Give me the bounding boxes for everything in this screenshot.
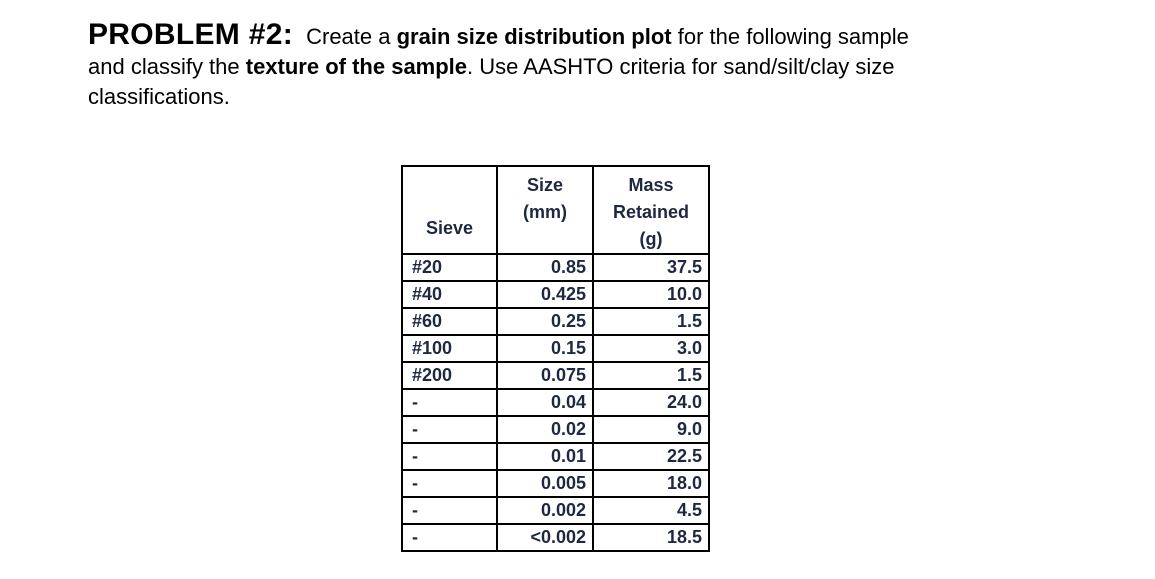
size-cell: <0.002	[496, 523, 594, 552]
mass-cell: 18.5	[592, 523, 710, 552]
mass-cell: 10.0	[592, 280, 710, 309]
table-row: #20 0.85 37.5	[401, 253, 710, 282]
problem-statement: PROBLEM #2: Create a grain size distribu…	[88, 20, 909, 112]
header-sieve-label: Sieve	[425, 218, 474, 238]
header-mass-line2: Retained	[612, 202, 690, 222]
mass-cell: 18.0	[592, 469, 710, 498]
mass-cell: 4.5	[592, 496, 710, 525]
sieve-cell: #40	[401, 280, 498, 309]
size-cell: 0.25	[496, 307, 594, 336]
sieve-cell: -	[401, 415, 498, 444]
problem-text-run: . Use AASHTO criteria for sand/silt/clay…	[467, 54, 895, 79]
header-size-line2: (mm)	[523, 202, 567, 222]
problem-line-2: and classify the texture of the sample. …	[88, 52, 909, 82]
size-cell: 0.15	[496, 334, 594, 363]
header-mass-line3: (g)	[639, 229, 663, 249]
size-cell: 0.075	[496, 361, 594, 390]
sieve-cell: -	[401, 442, 498, 471]
header-mass-line1: Mass	[628, 175, 674, 195]
table-row: - <0.002 18.5	[401, 523, 710, 552]
table-row: #100 0.15 3.0	[401, 334, 710, 363]
header-sieve: Sieve	[401, 165, 498, 255]
mass-cell: 24.0	[592, 388, 710, 417]
sieve-cell: #60	[401, 307, 498, 336]
header-mass-retained: Mass Retained (g)	[592, 165, 710, 255]
header-size: Size (mm)	[496, 165, 594, 255]
table-row: - 0.04 24.0	[401, 388, 710, 417]
problem-line-3: classifications.	[88, 84, 230, 109]
size-cell: 0.002	[496, 496, 594, 525]
sieve-cell: -	[401, 496, 498, 525]
problem-text-run: Create a	[300, 24, 397, 49]
header-size-line1: Size	[526, 175, 564, 195]
problem-heading: PROBLEM #2:	[88, 18, 293, 51]
mass-cell: 1.5	[592, 307, 710, 336]
size-cell: 0.005	[496, 469, 594, 498]
sieve-cell: -	[401, 523, 498, 552]
table-row: #60 0.25 1.5	[401, 307, 710, 336]
table-row: #200 0.075 1.5	[401, 361, 710, 390]
sieve-cell: #100	[401, 334, 498, 363]
size-cell: 0.01	[496, 442, 594, 471]
problem-text-run: and classify the	[88, 54, 246, 79]
problem-line-1: PROBLEM #2: Create a grain size distribu…	[88, 20, 909, 52]
table-row: - 0.002 4.5	[401, 496, 710, 525]
table-row: - 0.02 9.0	[401, 415, 710, 444]
table-header-row: Sieve Size (mm) Mass Retained (g)	[401, 165, 710, 255]
mass-cell: 22.5	[592, 442, 710, 471]
size-cell: 0.02	[496, 415, 594, 444]
sieve-cell: -	[401, 388, 498, 417]
problem-bold-run: grain size distribution plot	[396, 24, 672, 49]
sieve-cell: #20	[401, 253, 498, 282]
mass-cell: 9.0	[592, 415, 710, 444]
mass-cell: 37.5	[592, 253, 710, 282]
mass-cell: 3.0	[592, 334, 710, 363]
table-row: #40 0.425 10.0	[401, 280, 710, 309]
sieve-data-table: Sieve Size (mm) Mass Retained (g) #20 0.…	[401, 165, 710, 552]
table-row: - 0.01 22.5	[401, 442, 710, 471]
size-cell: 0.425	[496, 280, 594, 309]
sieve-cell: -	[401, 469, 498, 498]
size-cell: 0.04	[496, 388, 594, 417]
problem-text-run: for the following sample	[671, 24, 909, 49]
size-cell: 0.85	[496, 253, 594, 282]
table-row: - 0.005 18.0	[401, 469, 710, 498]
mass-cell: 1.5	[592, 361, 710, 390]
problem-bold-run: texture of the sample	[245, 54, 468, 79]
sieve-cell: #200	[401, 361, 498, 390]
